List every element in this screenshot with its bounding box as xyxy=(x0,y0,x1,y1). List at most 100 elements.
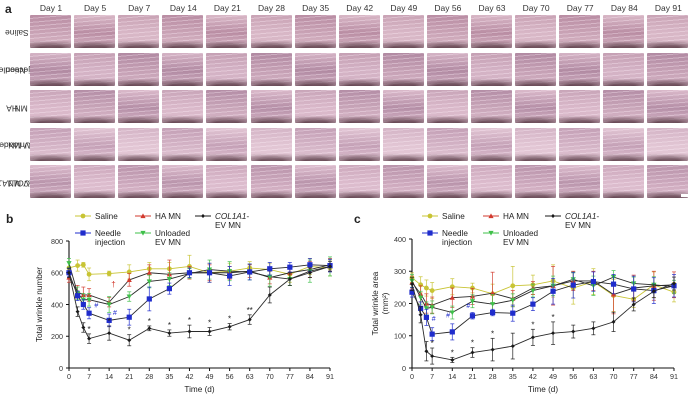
data-point xyxy=(510,310,516,316)
data-point xyxy=(75,309,80,314)
x-tick-label: 84 xyxy=(650,372,658,381)
legend-label: Needle xyxy=(95,229,121,238)
axes: 0 200 400 600 800 0 7 14 21 28 35 42 49 56 63 70 77 84 91 T… xyxy=(35,237,334,394)
photo-shadow xyxy=(559,39,601,48)
series-line xyxy=(68,264,331,303)
skin-photo xyxy=(294,127,336,161)
photo-shadow xyxy=(30,114,71,123)
day-label: Day 35 xyxy=(302,3,330,13)
data-point xyxy=(449,295,455,300)
data-point xyxy=(490,347,495,352)
row-label-line1: Saline xyxy=(5,28,29,38)
skin-photo xyxy=(30,52,71,86)
data-point xyxy=(247,317,252,322)
legend-marker xyxy=(551,214,555,218)
row-label-line2: MN xyxy=(14,103,29,113)
skin-photo xyxy=(206,15,248,48)
panel-b-label: b xyxy=(6,212,14,226)
photo-shadow xyxy=(515,114,557,123)
skin-photo xyxy=(118,127,160,161)
skin-photo xyxy=(74,127,116,161)
skin-photo xyxy=(118,165,160,198)
data-point xyxy=(423,314,429,320)
legend-label-line2: EV MN xyxy=(215,221,241,230)
y-tick-label: 800 xyxy=(51,237,63,246)
photo-shadow xyxy=(118,76,160,86)
skin-photo xyxy=(647,52,689,86)
photo-shadow xyxy=(603,76,645,86)
photo-shadow xyxy=(250,151,292,161)
photo-shadow xyxy=(426,151,468,161)
data-point xyxy=(227,324,232,329)
x-tick-label: 28 xyxy=(489,372,497,381)
series-line xyxy=(68,264,331,321)
x-axis-label: Time (d) xyxy=(184,385,214,394)
skin-photo xyxy=(603,15,645,48)
skin-photo xyxy=(382,52,424,86)
photo-shadow xyxy=(250,76,292,86)
day-label: Day 70 xyxy=(522,3,550,13)
skin-photo xyxy=(250,15,292,48)
y-tick-label: 100 xyxy=(394,332,406,341)
skin-photo xyxy=(338,90,380,123)
legend-item: Saline xyxy=(422,212,465,221)
series-line xyxy=(411,283,675,361)
row-label: Saline xyxy=(4,15,30,50)
skin-photo xyxy=(294,165,336,198)
photo-shadow xyxy=(382,114,424,123)
data-point xyxy=(247,269,253,275)
data-point xyxy=(107,331,112,336)
skin-photo xyxy=(559,165,601,198)
legend-label: Needle xyxy=(442,229,468,238)
skin-photo xyxy=(559,127,601,161)
legend-label-line2: EV MN xyxy=(503,238,529,247)
data-point xyxy=(530,301,536,307)
data-point xyxy=(126,277,132,282)
photo-shadow xyxy=(118,151,160,161)
legend-label: COL1A1- xyxy=(215,212,249,221)
photo-shadow xyxy=(250,189,292,198)
photo-shadow xyxy=(515,189,557,198)
skin-photo xyxy=(118,52,160,86)
skin-photo xyxy=(559,52,601,86)
legend-marker xyxy=(140,213,146,219)
photo-shadow xyxy=(382,151,424,161)
data-point xyxy=(166,277,172,282)
significance-marker: # xyxy=(466,303,470,310)
photo-shadow xyxy=(74,114,116,123)
photo-shadow xyxy=(647,39,689,48)
photo-shadow xyxy=(74,76,116,86)
skin-photo xyxy=(647,15,689,48)
y-tick-label: 200 xyxy=(51,332,63,341)
data-point xyxy=(418,295,424,301)
photo-shadow xyxy=(426,76,468,86)
photo-shadow xyxy=(515,39,557,48)
x-tick-label: 63 xyxy=(246,372,254,381)
photo-shadow xyxy=(338,151,380,161)
data-point xyxy=(206,270,213,276)
skin-photo xyxy=(471,90,512,123)
data-point xyxy=(418,312,423,317)
significance-marker: * xyxy=(471,339,474,348)
legend-marker xyxy=(427,213,433,219)
legend: Saline HA MN COL1A1-EV MNNeedleinjectionUn… xyxy=(422,212,599,247)
data-point xyxy=(450,357,455,362)
photo-shadow xyxy=(162,151,204,161)
day-label: Day 84 xyxy=(610,3,638,13)
skin-photo xyxy=(206,52,248,86)
data-point xyxy=(490,302,496,307)
day-label: Day 77 xyxy=(566,3,594,13)
legend-marker xyxy=(488,213,494,219)
significance-marker: ** xyxy=(247,306,253,315)
photo-shadow xyxy=(118,189,160,198)
x-tick-label: 35 xyxy=(509,372,517,381)
day-label: Day 14 xyxy=(169,3,197,13)
legend-marker xyxy=(140,230,146,236)
skin-photo xyxy=(118,15,160,48)
x-axis-label: Time (d) xyxy=(528,385,558,394)
legend-marker xyxy=(488,230,494,236)
data-point xyxy=(469,313,476,319)
skin-photo xyxy=(30,15,71,48)
y-axis-label-line2: (mm²) xyxy=(381,292,390,314)
